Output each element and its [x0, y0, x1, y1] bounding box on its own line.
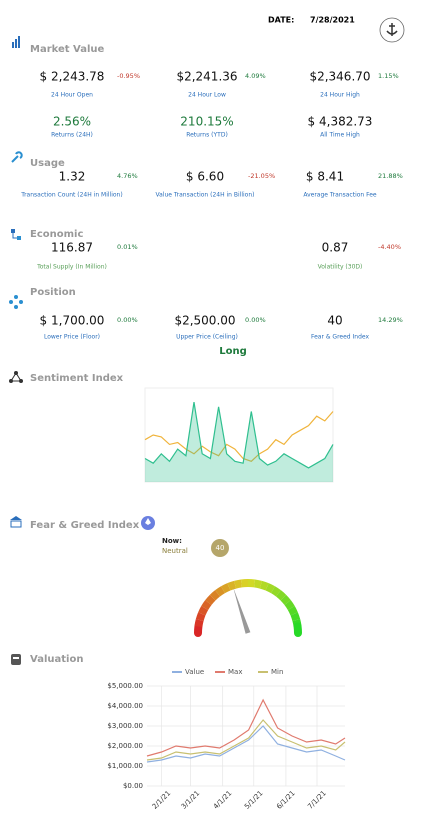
gauge-needle [233, 587, 251, 634]
series-line [146, 725, 346, 763]
metric-change: -4.40% [378, 243, 401, 251]
section-title: Sentiment Index [30, 373, 124, 384]
gauge-arc [270, 586, 281, 597]
y-tick-label: $3,000.00 [107, 722, 143, 730]
date: 7/28/2021 [310, 16, 355, 25]
section-title: Economic [30, 229, 83, 240]
gauge-arc [209, 590, 221, 601]
section-title: Position [30, 287, 76, 298]
x-tick-label: 3/1/21 [180, 789, 202, 811]
metric-change: 1.15% [378, 72, 399, 80]
metric-change: 0.01% [117, 243, 138, 251]
metric-value: 2.56% [53, 115, 91, 129]
gauge-arc [201, 600, 212, 611]
gauge-arc [215, 586, 226, 597]
metric-change: -0.95% [117, 72, 140, 80]
gauge-arc [221, 583, 231, 594]
gauge-status: Neutral [162, 547, 188, 555]
metric-label: Total Supply (In Million) [36, 264, 107, 271]
metric-value: $ 8.41 [306, 170, 344, 184]
gauge-arc [253, 579, 262, 589]
logo [379, 17, 405, 43]
series-area [145, 402, 333, 482]
section-title: Fear & Greed Index [30, 520, 140, 531]
metric-change: 4.76% [117, 172, 138, 180]
metric-change: -21.05% [248, 172, 275, 180]
series-line [144, 411, 334, 462]
date-label: DATE: [268, 16, 294, 25]
x-tick-label: 2/1/21 [151, 789, 173, 811]
gauge-arc [205, 594, 216, 606]
y-tick-label: $1,000.00 [107, 762, 143, 770]
section-title: Usage [30, 158, 65, 169]
metric-value: $ 1,700.00 [40, 314, 105, 328]
series-line [146, 719, 346, 761]
gauge-arc [259, 580, 269, 591]
metric-label: Value Transaction (24H in Billion) [156, 192, 255, 199]
gauge-value: 40 [216, 544, 225, 552]
gauge-arc [275, 590, 287, 601]
gauge-arc [290, 612, 301, 622]
y-tick-label: $5,000.00 [107, 682, 143, 690]
metric-change: 4.09% [245, 72, 266, 80]
x-tick-label: 5/1/21 [243, 789, 265, 811]
metric-value: 210.15% [180, 115, 233, 129]
metric-change: 0.00% [245, 316, 266, 324]
metric-label: Returns (YTD) [186, 132, 228, 139]
icons [9, 36, 155, 665]
metric-value: 1.32 [59, 170, 86, 184]
legend-label: Max [228, 668, 242, 676]
metric-value: $ 6.60 [186, 170, 224, 184]
metric-value: 40 [327, 314, 342, 328]
position-signal: Long [219, 346, 247, 357]
x-tick-label: 4/1/21 [212, 789, 234, 811]
y-tick-label: $4,000.00 [107, 702, 143, 710]
gauge-arc [227, 580, 237, 591]
metric-value: $2,346.70 [309, 70, 370, 84]
gauge-arc [198, 606, 209, 616]
metric-value: $2,500.00 [174, 314, 235, 328]
y-tick-label: $0.00 [123, 782, 143, 790]
legend-label: Value [185, 668, 204, 676]
gauge-arc [280, 594, 291, 606]
metric-label: 24 Hour Low [188, 92, 226, 99]
metric-label: Average Transaction Fee [303, 192, 377, 199]
series-line [146, 698, 346, 757]
section-title: Valuation [30, 654, 83, 665]
gauge-badge [211, 539, 229, 557]
metric-label: Transaction Count (24H in Million) [20, 192, 122, 199]
gauge-arc [194, 619, 204, 628]
metric-label: 24 Hour Open [51, 92, 93, 99]
metric-label: All Time High [320, 132, 360, 139]
gauge-arc [265, 583, 275, 594]
y-tick-label: $2,000.00 [107, 742, 143, 750]
gauge-arc [287, 606, 298, 616]
x-tick-label: 7/1/21 [306, 789, 328, 811]
metric-change: 21.88% [378, 172, 403, 180]
metric-change: 14.29% [378, 316, 403, 324]
series-line [144, 402, 334, 469]
metric-value: 116.87 [51, 241, 93, 255]
metric-label: Lower Price (Floor) [44, 334, 100, 341]
metric-change: 0.00% [117, 316, 138, 324]
plot-frame [144, 387, 334, 483]
legend-label: Min [271, 668, 283, 676]
metric-label: Upper Price (Ceiling) [176, 334, 238, 341]
metric-label: 24 Hour High [320, 92, 360, 99]
gauge-arc [195, 612, 206, 622]
gauge-arc [284, 600, 295, 611]
metric-value: 0.87 [322, 241, 349, 255]
metric-label: Returns (24H) [51, 132, 93, 139]
gauge-label: Now: [162, 537, 182, 545]
x-tick-label: 6/1/21 [275, 789, 297, 811]
metric-value: $ 4,382.73 [308, 115, 373, 129]
metric-label: Fear & Greed Index [311, 334, 370, 341]
gauge-arc [234, 579, 243, 589]
metric-value: $ 2,243.78 [40, 70, 105, 84]
section-title: Market Value [30, 44, 105, 55]
metric-value: $2,241.36 [176, 70, 237, 84]
metric-label: Volatility (30D) [318, 264, 363, 271]
